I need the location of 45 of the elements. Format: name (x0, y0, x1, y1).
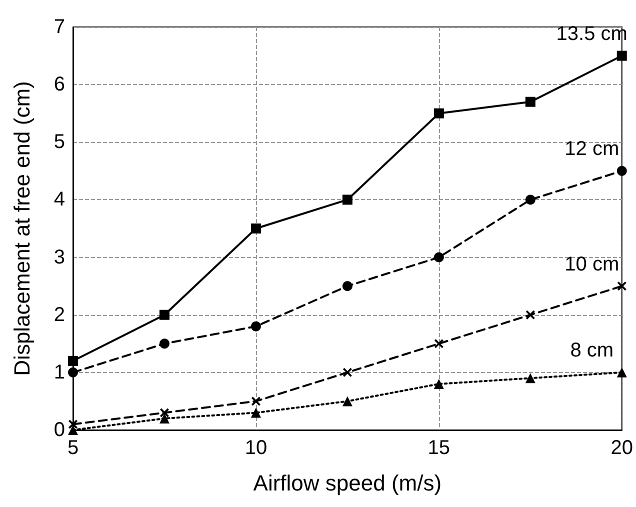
series-label: 12 cm (564, 138, 620, 160)
point (250, 224, 261, 234)
series-label: 10 cm (564, 254, 620, 276)
point (342, 194, 352, 205)
series-label: 8 cm (570, 339, 614, 362)
x-tick-label: 20 (610, 437, 633, 459)
y-axis-title: Displacement at free end (cm) (10, 81, 34, 376)
y-tick-label: 3 (54, 246, 65, 268)
point (434, 339, 444, 348)
y-tick-label: 2 (54, 304, 65, 326)
point (159, 310, 170, 320)
x-tick-label: 10 (244, 437, 268, 459)
point (434, 108, 444, 118)
point (525, 96, 536, 107)
y-tick-label: 1 (54, 361, 65, 384)
x-axis-title: Airflow speed (m/s) (253, 470, 442, 496)
x-tick-label: 15 (428, 437, 450, 459)
point (68, 356, 78, 366)
point (434, 378, 444, 389)
point (617, 282, 626, 291)
point (159, 413, 170, 424)
y-tick-label: 6 (54, 74, 65, 96)
y-tick-label: 7 (54, 16, 65, 38)
point (160, 408, 169, 418)
point (525, 373, 536, 384)
point (434, 252, 444, 262)
point (526, 310, 535, 320)
point (342, 368, 352, 377)
point (250, 321, 261, 332)
x-tick-label: 5 (67, 437, 79, 459)
point (342, 396, 352, 406)
point (250, 408, 261, 418)
y-tick-label: 5 (54, 131, 65, 154)
y-tick-label: 0 (54, 419, 65, 441)
y-tick-label: 4 (54, 188, 65, 211)
point (159, 338, 170, 349)
point (251, 396, 260, 406)
point (616, 367, 627, 378)
point (616, 50, 627, 61)
point (525, 194, 536, 205)
point (68, 420, 78, 429)
point (342, 281, 352, 292)
point (68, 425, 78, 435)
point (616, 166, 627, 176)
point (68, 367, 78, 378)
